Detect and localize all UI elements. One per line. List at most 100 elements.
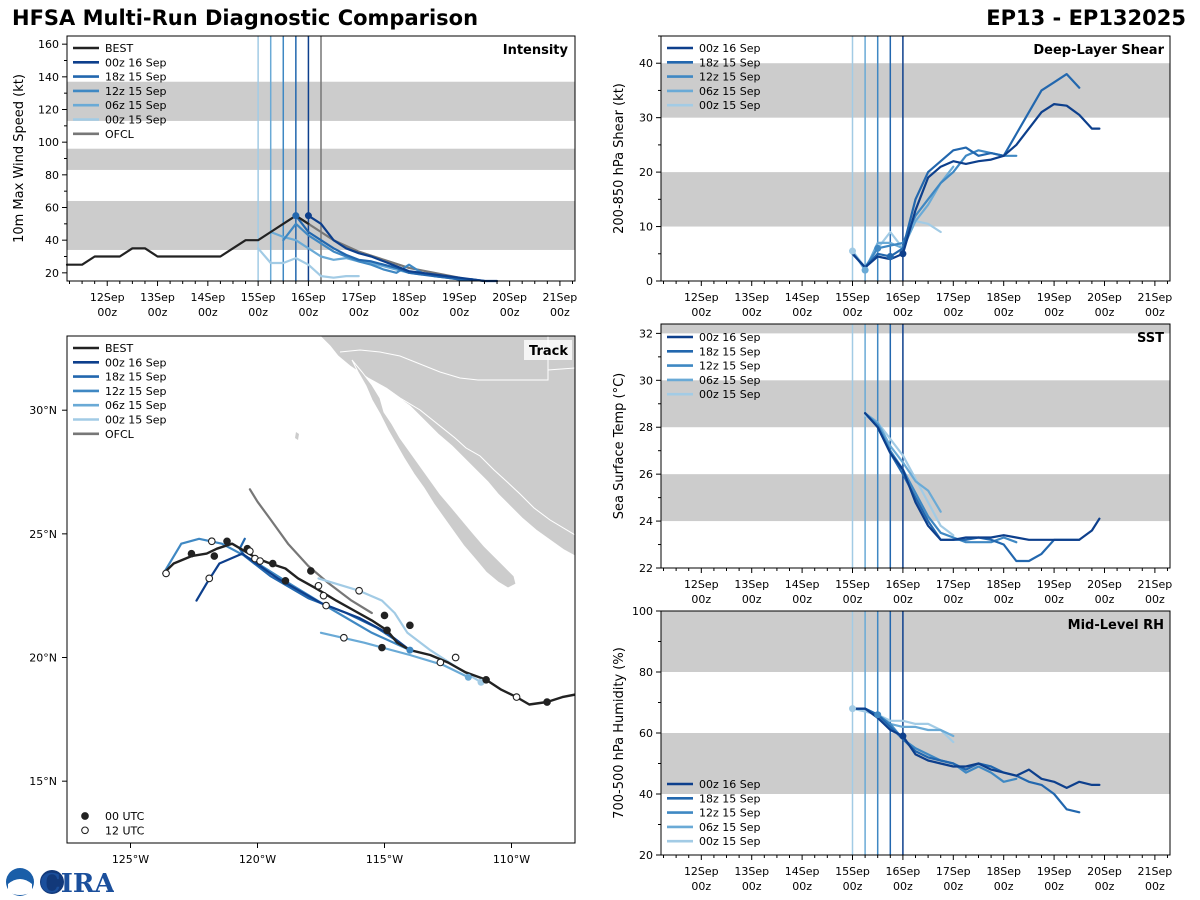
track-marker-12utc: [436, 658, 445, 667]
intensity-xtick-label-hour: 00z: [248, 306, 268, 319]
intensity-ytick-label: 40: [45, 234, 59, 247]
intensity-ytick-label: 80: [45, 169, 59, 182]
track-marker-12utc: [256, 557, 264, 565]
sst-xtick-label-hour: 00z: [843, 593, 863, 606]
rh-xtick-label-day: 17Sep: [936, 865, 971, 878]
intensity-line-best: [65, 214, 310, 266]
intensity-line-18z-15-sep: [294, 214, 486, 283]
intensity-xtick-label-hour: 00z: [198, 306, 218, 319]
sst-ytick-label: 32: [639, 327, 653, 340]
shear-xtick-label-day: 13Sep: [734, 291, 769, 304]
land-baja: [351, 359, 517, 589]
sst-xtick-label-hour: 00z: [994, 593, 1014, 606]
sst-xtick-label-hour: 00z: [1095, 593, 1115, 606]
track-line-06z-15-sep: [319, 631, 470, 679]
cira-logo-text: CIRA: [40, 869, 114, 898]
track-marker-00utc: [383, 626, 391, 635]
island-guadalupe: [295, 432, 299, 440]
track-marker-12utc: [355, 586, 363, 595]
cira-globe-icon: [40, 870, 64, 894]
intensity-legend-label-12z-15-sep: 12z 15 Sep: [105, 85, 167, 98]
track-legend-label-ofcl: OFCL: [105, 428, 135, 441]
shear-ytick-label: 20: [639, 166, 653, 179]
shear-marker-06z-15-sep: [861, 266, 869, 274]
track-marker-00utc: [268, 559, 277, 568]
sst-xtick-label-hour: 00z: [792, 593, 812, 606]
sst-xtick-label-hour: 00z: [742, 593, 762, 606]
rh-xtick-label-hour: 00z: [893, 880, 913, 893]
intensity-xtick-label-hour: 00z: [148, 306, 168, 319]
rh-xtick-label-day: 16Sep: [886, 865, 921, 878]
rh-ytick-label: 80: [639, 666, 653, 679]
sst-xtick-label-day: 19Sep: [1037, 578, 1072, 591]
intensity-series: [65, 214, 499, 283]
shear-legend-label-00z-15-sep: 00z 15 Sep: [699, 99, 761, 112]
track-marker-legend-label-0: 00 UTC: [105, 810, 145, 823]
sst-panel: 22 24 26 28 30 32 12Sep 00z 13Sep 00z 14Sep 00z 15Se…: [612, 323, 1172, 606]
rh-legend-label-18z-15-sep: 18z 15 Sep: [699, 792, 761, 805]
intensity-line-00z-15-sep: [257, 247, 360, 279]
intensity-xtick-label-day: 17Sep: [341, 291, 376, 304]
sst-legend-label-06z-15-sep: 06z 15 Sep: [699, 374, 761, 387]
sst-xtick-label-day: 20Sep: [1087, 578, 1122, 591]
shear-legend-label-00z-16-sep: 00z 16 Sep: [699, 42, 761, 55]
track-marker-00utc: [223, 537, 231, 546]
track-lon-tick-label: 120°W: [239, 853, 276, 866]
intensity-axes: 20 40 60 80 100 120 140 160 12Sep 00z 13Sep 00z 14Se…: [38, 38, 577, 319]
figure-title: HFSA Multi-Run Diagnostic Comparison: [12, 6, 479, 30]
rh-xtick-label-day: 21Sep: [1138, 865, 1173, 878]
intensity-title: Intensity: [503, 43, 569, 58]
track-lon-tick-label: 125°W: [112, 853, 149, 866]
track-legend-label-00z-16-sep: 00z 16 Sep: [105, 356, 167, 369]
intensity-marker-00z-16-sep: [304, 212, 312, 220]
intensity-legend-label-00z-15-sep: 00z 15 Sep: [105, 114, 167, 127]
rh-legend-label-12z-15-sep: 12z 15 Sep: [699, 807, 761, 820]
intensity-xtick-label-day: 21Sep: [543, 291, 578, 304]
track-marker-00utc: [210, 552, 219, 560]
track-marker-00utc: [406, 621, 414, 630]
shear-marker-00z-15-sep: [849, 247, 857, 255]
shear-xtick-label-day: 12Sep: [684, 291, 719, 304]
track-marker-12utc: [319, 591, 328, 600]
rh-xtick-label-day: 18Sep: [986, 865, 1021, 878]
track-legend-label-06z-15-sep: 06z 15 Sep: [105, 399, 167, 412]
intensity-xtick-label-hour: 00z: [500, 306, 520, 319]
sst-legend-label-00z-15-sep: 00z 15 Sep: [699, 388, 761, 401]
shear-marker-18z-15-sep: [886, 253, 894, 260]
shear-xtick-label-day: 20Sep: [1087, 291, 1122, 304]
track-legend-label-best: BEST: [105, 342, 133, 355]
track-marker-00utc: [543, 698, 551, 706]
track-marker-00utc: [378, 643, 386, 652]
track-marker-12utc: [205, 574, 214, 583]
shear-xtick-label-hour: 00z: [792, 306, 812, 319]
rh-xtick-label-hour: 00z: [1044, 880, 1064, 893]
track-marker-legend-symbol-1: [81, 826, 89, 835]
rh-ytick-label: 60: [639, 727, 653, 740]
intensity-markers: [292, 212, 312, 220]
track-run-start-marker-2: [406, 646, 414, 654]
rh-bands: [661, 611, 1170, 794]
track-marker-12utc: [451, 653, 460, 662]
rh-markers: [849, 705, 907, 740]
intensity-ytick-label: 60: [45, 202, 59, 215]
track-lat-tick-label: 20°N: [29, 652, 57, 665]
shear-init-lines: [851, 36, 904, 281]
track-legend-label-00z-15-sep: 00z 15 Sep: [105, 414, 167, 427]
shear-ylabel: 200-850 hPa Shear (kt): [612, 83, 627, 234]
sst-xtick-label-hour: 00z: [893, 593, 913, 606]
track-lat-tick-label: 15°N: [29, 775, 57, 788]
shear-legend-label-18z-15-sep: 18z 15 Sep: [699, 56, 761, 69]
sst-xtick-label-hour: 00z: [1044, 593, 1064, 606]
intensity-xtick-label-day: 14Sep: [190, 291, 225, 304]
track-marker-12utc: [512, 693, 521, 701]
intensity-legend-label-18z-15-sep: 18z 15 Sep: [105, 71, 167, 84]
intensity-xtick-label-day: 16Sep: [291, 291, 326, 304]
track-marker-12utc: [162, 569, 170, 578]
sst-ylabel: Sea Surface Temp (°C): [612, 373, 627, 520]
sst-xtick-label-day: 17Sep: [936, 578, 971, 591]
track-title-bg: [524, 340, 572, 360]
rh-xtick-label-hour: 00z: [943, 880, 963, 893]
rh-ytick-label: 20: [639, 849, 653, 862]
sst-title: SST: [1137, 331, 1164, 346]
